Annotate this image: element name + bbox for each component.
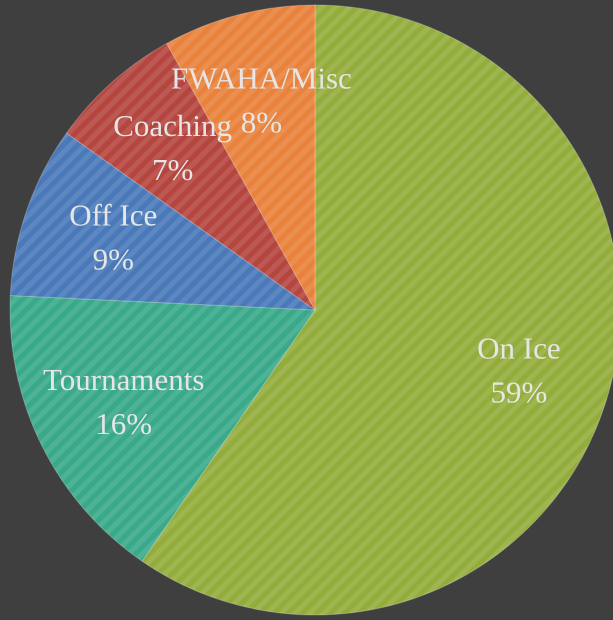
slice-hatch <box>166 4 316 312</box>
slice-label: Tournaments <box>43 362 204 397</box>
slice-hatch <box>65 42 316 311</box>
slice-value-label: 59% <box>490 375 547 410</box>
slice-value-label: 7% <box>152 152 193 187</box>
slice-hatch <box>9 294 316 562</box>
labels: On Ice 59% Tournaments 16% Off Ice 9% Coaching… <box>43 60 561 440</box>
slice-hatch <box>9 132 317 311</box>
slice-label: Coaching <box>113 108 232 143</box>
slice-value-label: 16% <box>95 406 152 441</box>
pie <box>9 4 613 616</box>
slice-hatch <box>141 4 613 616</box>
slice-value-label: 8% <box>241 104 282 139</box>
slice-value-label: 9% <box>93 241 134 276</box>
slice-label: On Ice <box>477 331 560 366</box>
slice-label: Off Ice <box>69 197 157 232</box>
slice-label: FWAHA/Misc <box>171 60 352 95</box>
